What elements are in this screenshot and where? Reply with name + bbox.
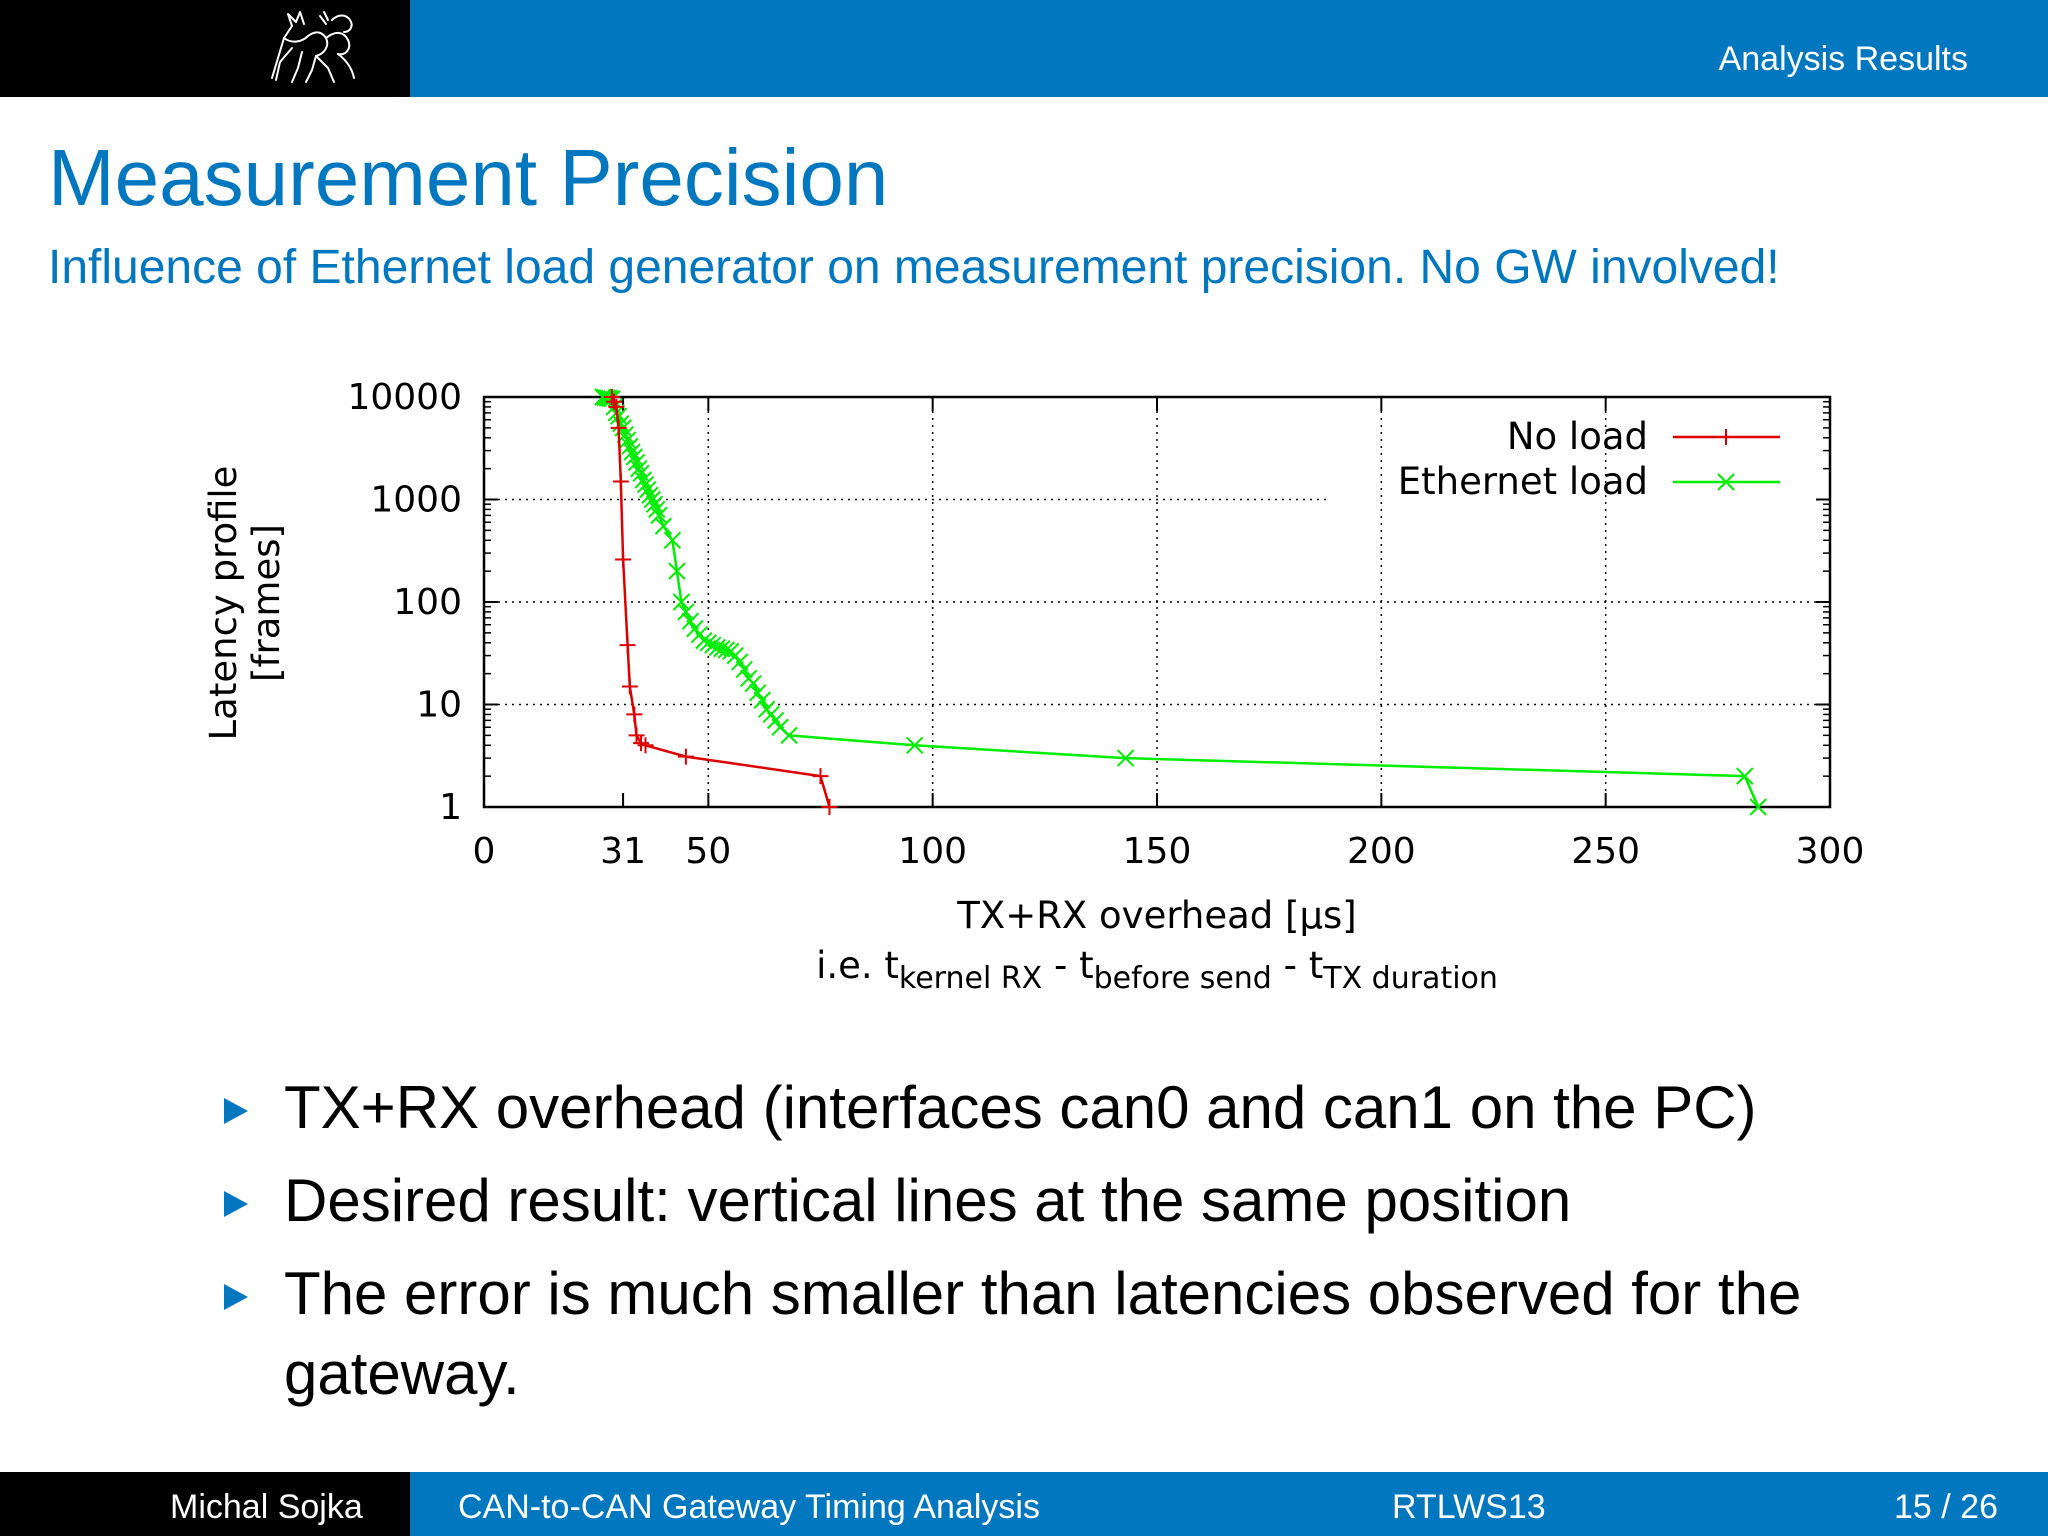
legend-label: Ethernet load [1398,460,1648,503]
y-tick-label: 1000 [370,480,462,521]
data-point-marker [623,443,641,461]
data-point-marker [648,500,666,519]
y-axis-label: Latency profile[frames] [202,466,288,741]
plot-frame [482,395,1832,809]
slide-footer: Michal Sojka CAN-to-CAN Gateway Timing A… [0,1472,2048,1536]
data-point-marker [632,464,650,483]
data-point-marker [744,674,762,693]
y-axis-label-line: [frames] [245,524,288,682]
x-axis-sublabel-subscript: before send [1094,961,1272,996]
x-axis-sublabel-text: i.e. t [816,944,899,987]
data-point-marker [780,726,798,745]
bullet-text: TX+RX overhead (interfaces can0 and can1… [284,1074,1757,1141]
x-tick-label: 200 [1347,831,1416,872]
x-axis-sublabel-text: - t [1272,944,1323,987]
slide-header: Analysis Results [0,0,2048,97]
data-point-marker [641,486,659,504]
x-axis-sublabel-subscript: kernel RX [899,961,1042,996]
x-axis-sublabel-subscript: TX duration [1322,961,1498,996]
data-point-marker [630,459,648,478]
data-point-marker [690,625,709,644]
bullet-item: Desired result: vertical lines at the sa… [220,1161,1900,1241]
y-tick-label: 1 [439,787,462,828]
data-point-marker [771,718,789,736]
x-tick-label: 31 [600,831,646,872]
data-point-marker [1717,473,1735,491]
page-title: Measurement Precision [48,133,889,222]
y-axis-label-line: Latency profile [202,466,245,741]
latency-profile-chart: 1 10 100 1000 10000 0 31 50 100 150 200 250 300 No lo… [202,377,1865,996]
data-point-marker [621,437,639,456]
data-point-marker [625,448,644,466]
data-point-marker [748,684,767,702]
data-point-marker [639,480,657,499]
footer-author: Michal Sojka [170,1488,363,1526]
data-point-marker [717,641,735,659]
header-logo-box [0,0,410,97]
x-tick-label: 0 [473,831,496,872]
footer-right-bar [410,1472,2048,1536]
bullet-text: Desired result: vertical lines at the sa… [284,1167,1572,1234]
x-tick-label: 150 [1123,831,1192,872]
data-point-marker [906,736,924,754]
bullet-list: TX+RX overhead (interfaces can0 and can1… [220,1068,1900,1427]
section-title: Analysis Results [1718,40,1968,78]
bullet-triangle-icon [224,1284,248,1310]
y-tick-label: 10000 [347,377,462,418]
data-point-marker [695,631,713,650]
data-point-marker [668,562,686,580]
university-lion-logo-icon [271,11,355,83]
data-point-marker [634,471,652,489]
data-point-marker [762,705,780,724]
data-point-marker [612,414,630,433]
x-tick-label: 100 [898,831,967,872]
data-point-marker [753,691,771,709]
data-point-marker [735,660,753,679]
data-point-marker [704,636,722,654]
x-tick-label: 300 [1796,831,1865,872]
data-point-marker [636,475,655,494]
x-axis-sublabel: i.e. tkernel RX - tbefore send - tTX dur… [816,944,1498,996]
x-axis-sublabel-text: - t [1042,944,1093,987]
footer-page-number: 15 / 26 [1894,1488,1998,1526]
data-point-marker [726,646,744,665]
footer-talk-title: CAN-to-CAN Gateway Timing Analysis [458,1488,1040,1526]
y-tick-label: 10 [416,685,462,726]
data-point-marker [686,619,704,638]
x-axis-label: TX+RX overhead [µs] [956,894,1356,937]
data-point-marker [1749,798,1767,816]
x-tick-label: 250 [1571,831,1640,872]
data-point-marker [677,603,695,621]
data-point-marker [699,634,718,652]
data-point-marker [681,612,700,630]
bullet-triangle-icon [224,1191,248,1217]
footer-left-box [0,1472,410,1536]
bullet-item: The error is much smaller than latencies… [220,1254,1900,1414]
data-point-marker [627,453,646,472]
data-point-marker [594,388,612,406]
data-point-marker [650,506,668,525]
page-subtitle: Influence of Ethernet load generator on … [48,241,1780,294]
header-bar [410,0,2048,97]
data-point-marker [663,531,682,549]
data-point-marker [645,495,664,513]
data-point-marker [672,593,691,611]
data-point-marker [713,640,731,658]
data-point-marker [618,431,637,449]
x-tick-label: 50 [685,831,731,872]
data-point-marker [654,517,673,535]
data-point-marker [643,490,661,509]
legend-label: No load [1507,415,1648,458]
data-point-marker [766,711,785,730]
bullet-triangle-icon [224,1098,248,1124]
data-point-marker [708,638,727,657]
bullet-item: TX+RX overhead (interfaces can0 and can1… [220,1068,1900,1148]
footer-event: RTLWS13 [1392,1488,1546,1526]
data-point-marker [731,653,749,671]
data-point-marker [1736,767,1754,785]
data-point-marker [600,389,619,408]
y-tick-label: 100 [393,582,462,623]
data-point-marker [1116,749,1135,767]
bullet-text: The error is much smaller than latencies… [284,1260,1802,1407]
